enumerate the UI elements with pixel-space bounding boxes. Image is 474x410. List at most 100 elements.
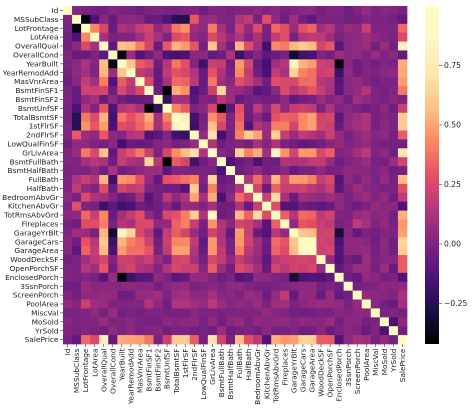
heatmap-cell (271, 103, 281, 114)
heatmap-cell (180, 103, 191, 114)
heatmap-cell (343, 77, 354, 87)
heatmap-cell (298, 23, 308, 34)
heatmap-cell (126, 103, 136, 114)
heatmap-cell (63, 86, 73, 96)
colorbar-tick-label: 0.50 (444, 121, 461, 130)
heatmap-cell (253, 183, 263, 194)
heatmap-cell (262, 130, 272, 140)
heatmap-cell (216, 32, 227, 42)
heatmap-cell (397, 272, 408, 283)
heatmap-cell (81, 210, 91, 220)
heatmap-cell (144, 228, 154, 238)
heatmap-cell (280, 210, 290, 220)
x-tick-label: HalfBath (244, 348, 253, 380)
heatmap-cell (216, 308, 227, 318)
heatmap-cell (216, 157, 227, 167)
heatmap-cell (235, 94, 245, 105)
heatmap-cell (298, 50, 308, 60)
heatmap-cell (235, 281, 245, 291)
heatmap-cell (198, 219, 209, 229)
heatmap-cell (198, 175, 209, 185)
heatmap-cell (334, 290, 344, 300)
heatmap-cell (343, 166, 354, 176)
heatmap-cell (117, 317, 127, 327)
heatmap-cell (198, 281, 209, 291)
heatmap-cell (253, 14, 263, 25)
heatmap-cell (325, 50, 335, 60)
heatmap-cell (271, 201, 281, 211)
heatmap-cell (144, 317, 154, 327)
heatmap-cell (126, 77, 136, 87)
heatmap-cell (144, 192, 154, 203)
heatmap-cell (289, 246, 299, 256)
heatmap-cell (379, 299, 390, 309)
heatmap-cell (171, 50, 182, 60)
heatmap-cell (316, 86, 326, 96)
heatmap-cell (135, 237, 145, 247)
heatmap-cell (280, 175, 290, 185)
heatmap-cell (253, 210, 263, 220)
heatmap-cell (244, 192, 254, 203)
heatmap-cell (81, 112, 91, 122)
heatmap-cell (298, 14, 308, 25)
heatmap-cell (262, 326, 272, 336)
heatmap-cell (244, 281, 254, 291)
heatmap-cell (225, 130, 236, 140)
x-tick-label: BedroomAbvGr (253, 348, 262, 405)
heatmap-cell (235, 50, 245, 60)
heatmap-cell (253, 272, 263, 283)
heatmap-cell (271, 219, 281, 229)
heatmap-cell (180, 317, 191, 327)
heatmap-cell (126, 246, 136, 256)
heatmap-cell (225, 255, 236, 265)
heatmap-cell (135, 317, 145, 327)
heatmap-cell (63, 6, 73, 16)
heatmap-cell (108, 299, 118, 309)
heatmap-cell (289, 272, 299, 283)
heatmap-cell (244, 246, 254, 256)
heatmap-cell (153, 317, 163, 327)
heatmap-cell (171, 263, 182, 274)
heatmap-cell (207, 299, 218, 309)
heatmap-cell (334, 281, 344, 291)
heatmap-cell (307, 210, 317, 220)
x-tick-label: GarageCars (298, 348, 307, 392)
heatmap-cell (81, 237, 91, 247)
heatmap-cell (153, 59, 163, 69)
heatmap-cell (352, 14, 363, 25)
heatmap-cell (307, 148, 317, 158)
heatmap-cell (352, 94, 363, 105)
heatmap-cell (135, 263, 145, 274)
heatmap-cell (343, 94, 354, 105)
heatmap-cell (253, 290, 263, 300)
y-tick-label: YearRemodAdd (2, 68, 59, 77)
heatmap-cell (63, 237, 73, 247)
heatmap-cell (298, 183, 308, 194)
heatmap-cell (90, 299, 100, 309)
x-tick-label: LotFrontage (81, 348, 90, 392)
heatmap-cell (153, 112, 163, 122)
y-tick-label: MSSubClass (14, 15, 59, 24)
heatmap-cell (90, 50, 100, 60)
heatmap-cell (334, 121, 344, 131)
heatmap-cell (153, 246, 163, 256)
heatmap-cell (144, 32, 154, 42)
heatmap-cell (108, 157, 118, 167)
heatmap-cell (397, 68, 408, 78)
heatmap-cell (343, 237, 354, 247)
heatmap-cell (90, 263, 100, 274)
heatmap-cell (289, 77, 299, 87)
heatmap-cell (289, 219, 299, 229)
heatmap-cell (235, 130, 245, 140)
heatmap-cell (135, 148, 145, 158)
heatmap-cell (298, 112, 308, 122)
heatmap-cell (298, 121, 308, 131)
heatmap-cell (216, 272, 227, 283)
heatmap-cell (117, 112, 127, 122)
heatmap-cell (397, 23, 408, 34)
y-tick-label: GrLivArea (22, 148, 58, 157)
heatmap-cell (307, 139, 317, 149)
y-tick-label: LowQualFinSF (7, 139, 58, 148)
heatmap-cell (117, 308, 127, 318)
heatmap-cell (361, 317, 372, 327)
